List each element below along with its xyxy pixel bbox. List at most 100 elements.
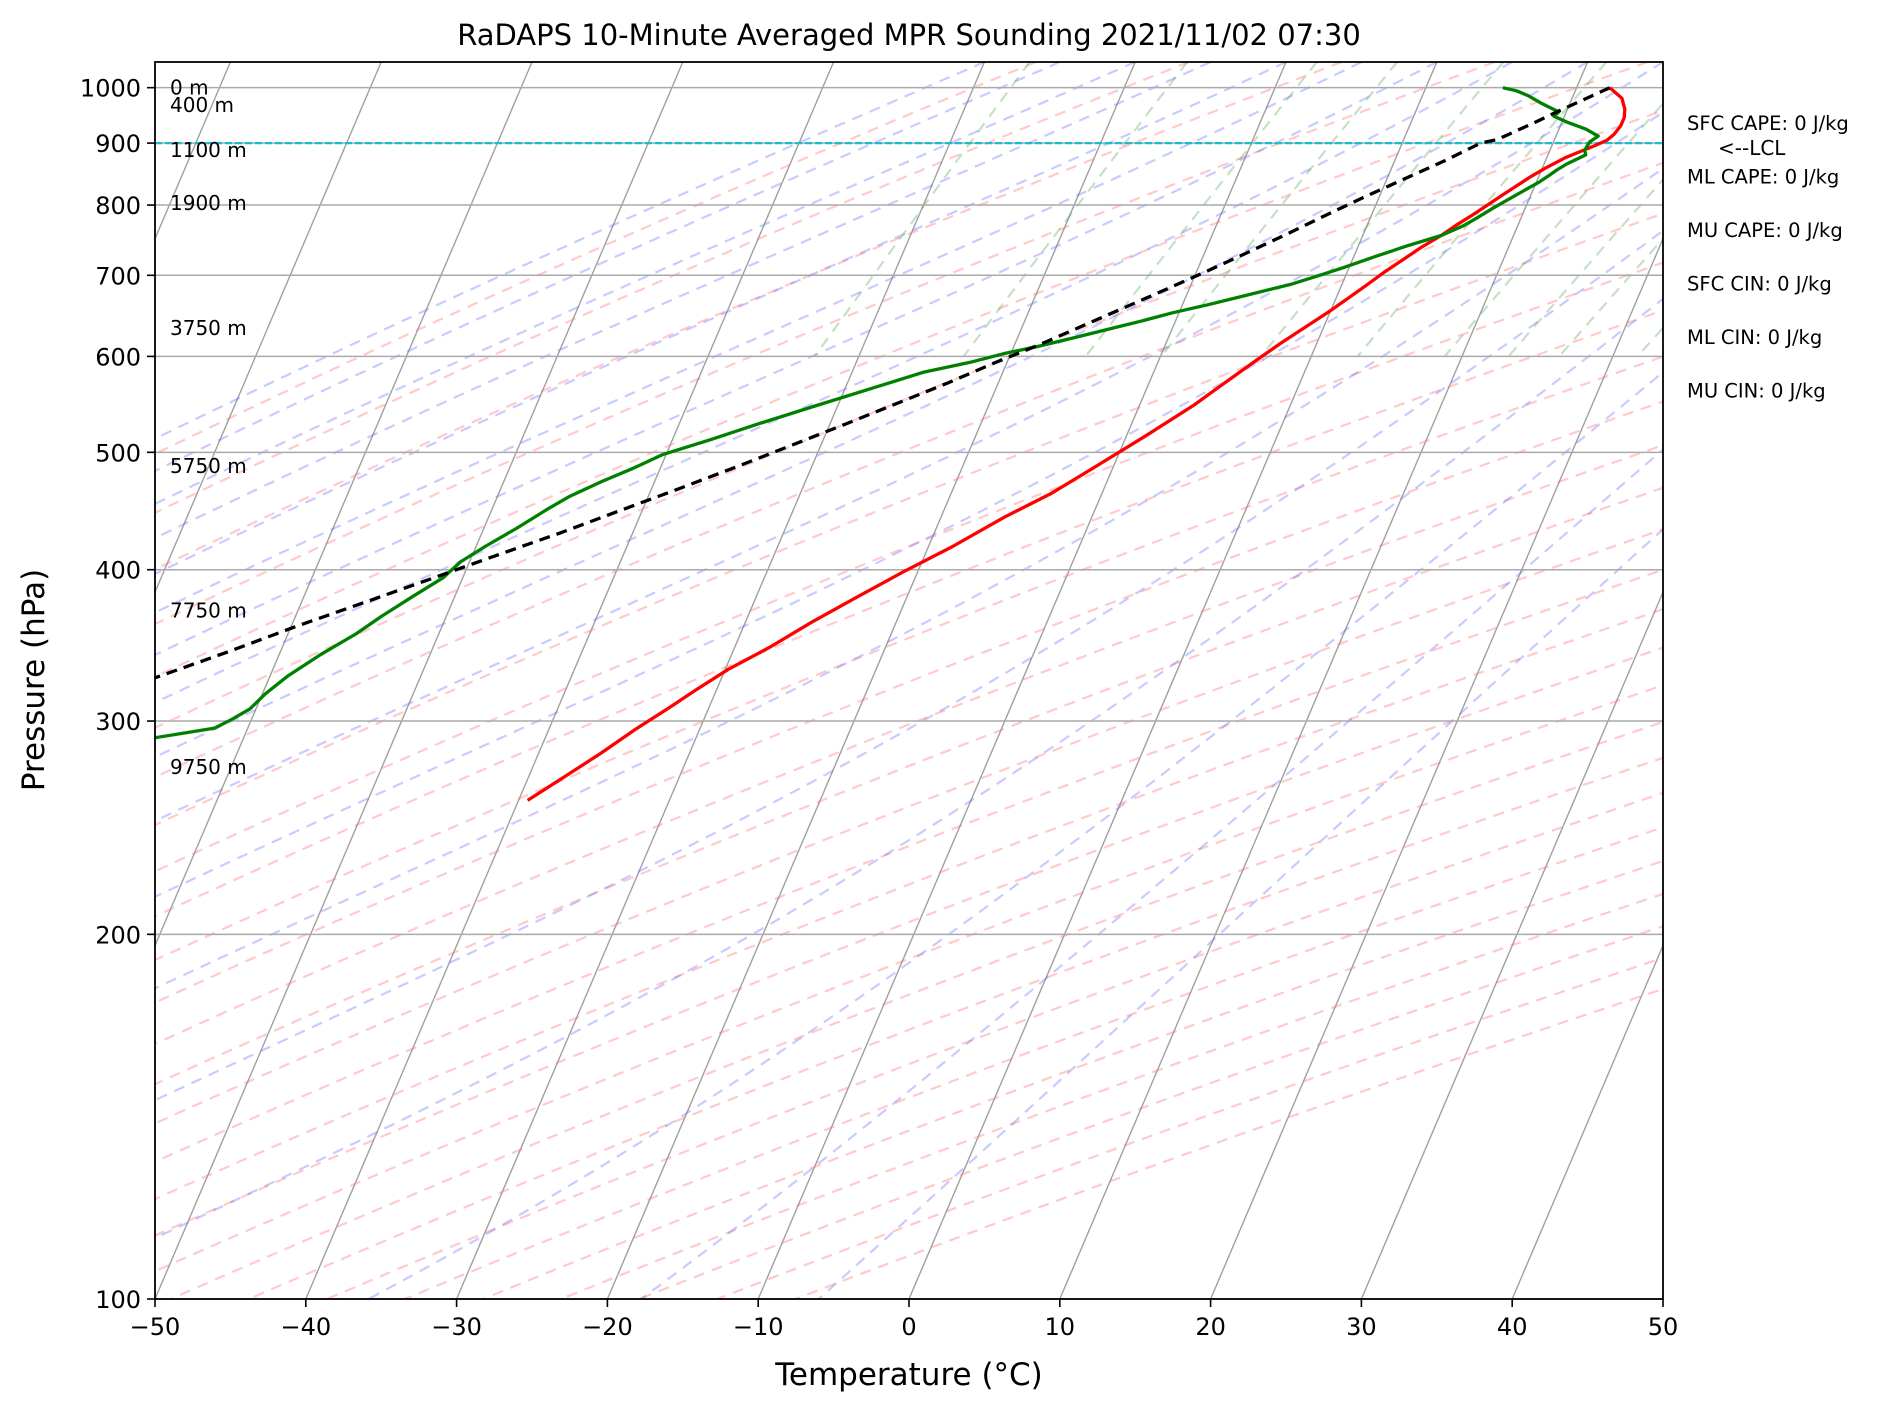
index-text: ML CAPE: 0 J/kg <box>1687 166 1839 189</box>
height-label: 9750 m <box>170 755 247 779</box>
dry-adiabat-line <box>155 486 1663 1086</box>
isotherm-line <box>155 62 533 948</box>
moist-adiabat-line <box>155 62 1061 473</box>
dry-adiabat-line <box>326 791 1663 1299</box>
x-tick-label: −40 <box>280 1313 331 1341</box>
dewpoint-line <box>155 86 1600 740</box>
dry-adiabat-line <box>155 309 1663 918</box>
temperature-line <box>526 86 1627 802</box>
lcl-layer: <--LCL <box>155 136 1786 160</box>
y-tick-label: 500 <box>95 439 141 467</box>
dry-adiabat-line <box>155 109 1663 730</box>
height-label: 5750 m <box>170 454 247 478</box>
mixing-ratio-line <box>1084 62 1318 358</box>
isotherm-line <box>305 62 835 1299</box>
isotherm-line <box>1511 943 1663 1299</box>
dry-adiabat-line <box>170 720 1663 1299</box>
x-tick-label: −50 <box>130 1313 181 1341</box>
indices-panel: SFC CAPE: 0 J/kg ML CAPE: 0 J/kg MU CAPE: … <box>1687 112 1849 403</box>
x-tick-label: 40 <box>1497 1313 1528 1341</box>
moist-adiabat-line <box>155 62 1589 759</box>
y-tick-label: 300 <box>95 708 141 736</box>
parcel-line <box>155 86 1611 680</box>
x-axis-label: Temperature (°C) <box>774 1357 1043 1393</box>
x-tick-label: 10 <box>1045 1313 1076 1341</box>
index-text: MU CAPE: 0 J/kg <box>1687 219 1843 242</box>
moist-adiabat-line <box>155 62 985 440</box>
height-label: 7750 m <box>170 599 247 623</box>
dry-adiabat-line <box>155 62 1190 515</box>
moist-adiabat-line <box>155 62 1438 657</box>
index-text: ML CIN: 0 J/kg <box>1687 326 1822 349</box>
x-tick-label: −30 <box>431 1313 482 1341</box>
sounding-series <box>155 86 1627 802</box>
height-label: 1900 m <box>170 191 247 215</box>
mixing-ratio-line <box>1507 177 1663 358</box>
index-text: SFC CIN: 0 J/kg <box>1687 273 1832 296</box>
x-tick-label: −10 <box>733 1313 784 1341</box>
y-axis-ticks: 100 200 300 400 500 600 700 800 900 1000 <box>80 75 155 1314</box>
dry-adiabat-line <box>155 400 1663 1004</box>
isotherm-line <box>1209 236 1663 1299</box>
chart-title: RaDAPS 10-Minute Averaged MPR Sounding 2… <box>457 18 1361 52</box>
x-tick-label: 50 <box>1648 1313 1679 1341</box>
y-tick-label: 100 <box>95 1286 141 1314</box>
x-tick-label: 0 <box>901 1313 916 1341</box>
background-lines <box>155 62 1663 1299</box>
moist-adiabat-line <box>155 62 1362 614</box>
moist-adiabat-line <box>155 62 1663 823</box>
lcl-label: <--LCL <box>1718 136 1786 160</box>
x-tick-label: 20 <box>1195 1313 1226 1341</box>
dry-adiabat-line <box>155 646 1663 1237</box>
y-tick-label: 800 <box>95 192 141 220</box>
isotherm-line <box>1059 62 1589 1299</box>
isotherm-line <box>455 62 986 1299</box>
y-tick-label: 200 <box>95 921 141 949</box>
moist-adiabat-line <box>155 167 1663 990</box>
isotherm-line <box>155 62 382 594</box>
mixing-ratio-line <box>1558 237 1663 358</box>
y-tick-label: 900 <box>95 130 141 158</box>
dry-adiabat-line <box>155 212 1663 827</box>
moist-adiabat-line <box>368 370 1663 1299</box>
y-tick-label: 700 <box>95 262 141 290</box>
dry-adiabat-line <box>155 62 1496 626</box>
y-tick-label: 600 <box>95 343 141 371</box>
moist-adiabat-line <box>155 297 1663 1240</box>
index-text: SFC CAPE: 0 J/kg <box>1687 112 1849 135</box>
mixing-ratio-line <box>813 62 1031 358</box>
height-label: 400 m <box>170 93 234 117</box>
isotherm-line <box>1360 590 1663 1299</box>
dry-adiabat-line <box>155 261 1663 873</box>
height-labels: 9750 m 7750 m 5750 m 3750 m 1900 m 1100 m 400 … <box>170 76 247 779</box>
moist-adiabat-line <box>640 448 1663 1299</box>
index-text: MU CIN: 0 J/kg <box>1687 380 1826 403</box>
dry-adiabat-line <box>155 62 1037 456</box>
moist-adiabat-line <box>817 527 1663 1299</box>
isotherm-line <box>155 62 684 1299</box>
y-tick-label: 1000 <box>80 75 141 103</box>
y-tick-label: 400 <box>95 557 141 585</box>
moist-adiabat-line <box>155 229 1663 1102</box>
dry-adiabat-line <box>155 568 1663 1163</box>
y-axis-label: Pressure (hPa) <box>16 569 52 791</box>
mixing-ratio-line <box>1356 62 1608 358</box>
mixing-ratio-line <box>962 62 1189 358</box>
moist-adiabat-line <box>155 62 1212 540</box>
x-tick-label: −20 <box>582 1313 633 1341</box>
moist-adiabat-line <box>155 62 1136 506</box>
height-label: 0 m <box>170 76 209 100</box>
height-label: 1100 m <box>170 138 247 162</box>
x-axis-ticks: −50 −40 −30 −20 −10 0 10 20 30 40 50 <box>130 1299 1679 1341</box>
dry-adiabat-line <box>155 62 1343 571</box>
dry-adiabat-line <box>155 62 1648 679</box>
isotherm-line <box>606 62 1136 1299</box>
dry-adiabat-line <box>155 355 1663 962</box>
x-tick-label: 30 <box>1346 1313 1377 1341</box>
isotherm-line <box>908 62 1438 1299</box>
mixing-ratio-line <box>1443 101 1663 358</box>
isotherm-line <box>757 62 1287 1299</box>
height-label: 3750 m <box>170 316 247 340</box>
